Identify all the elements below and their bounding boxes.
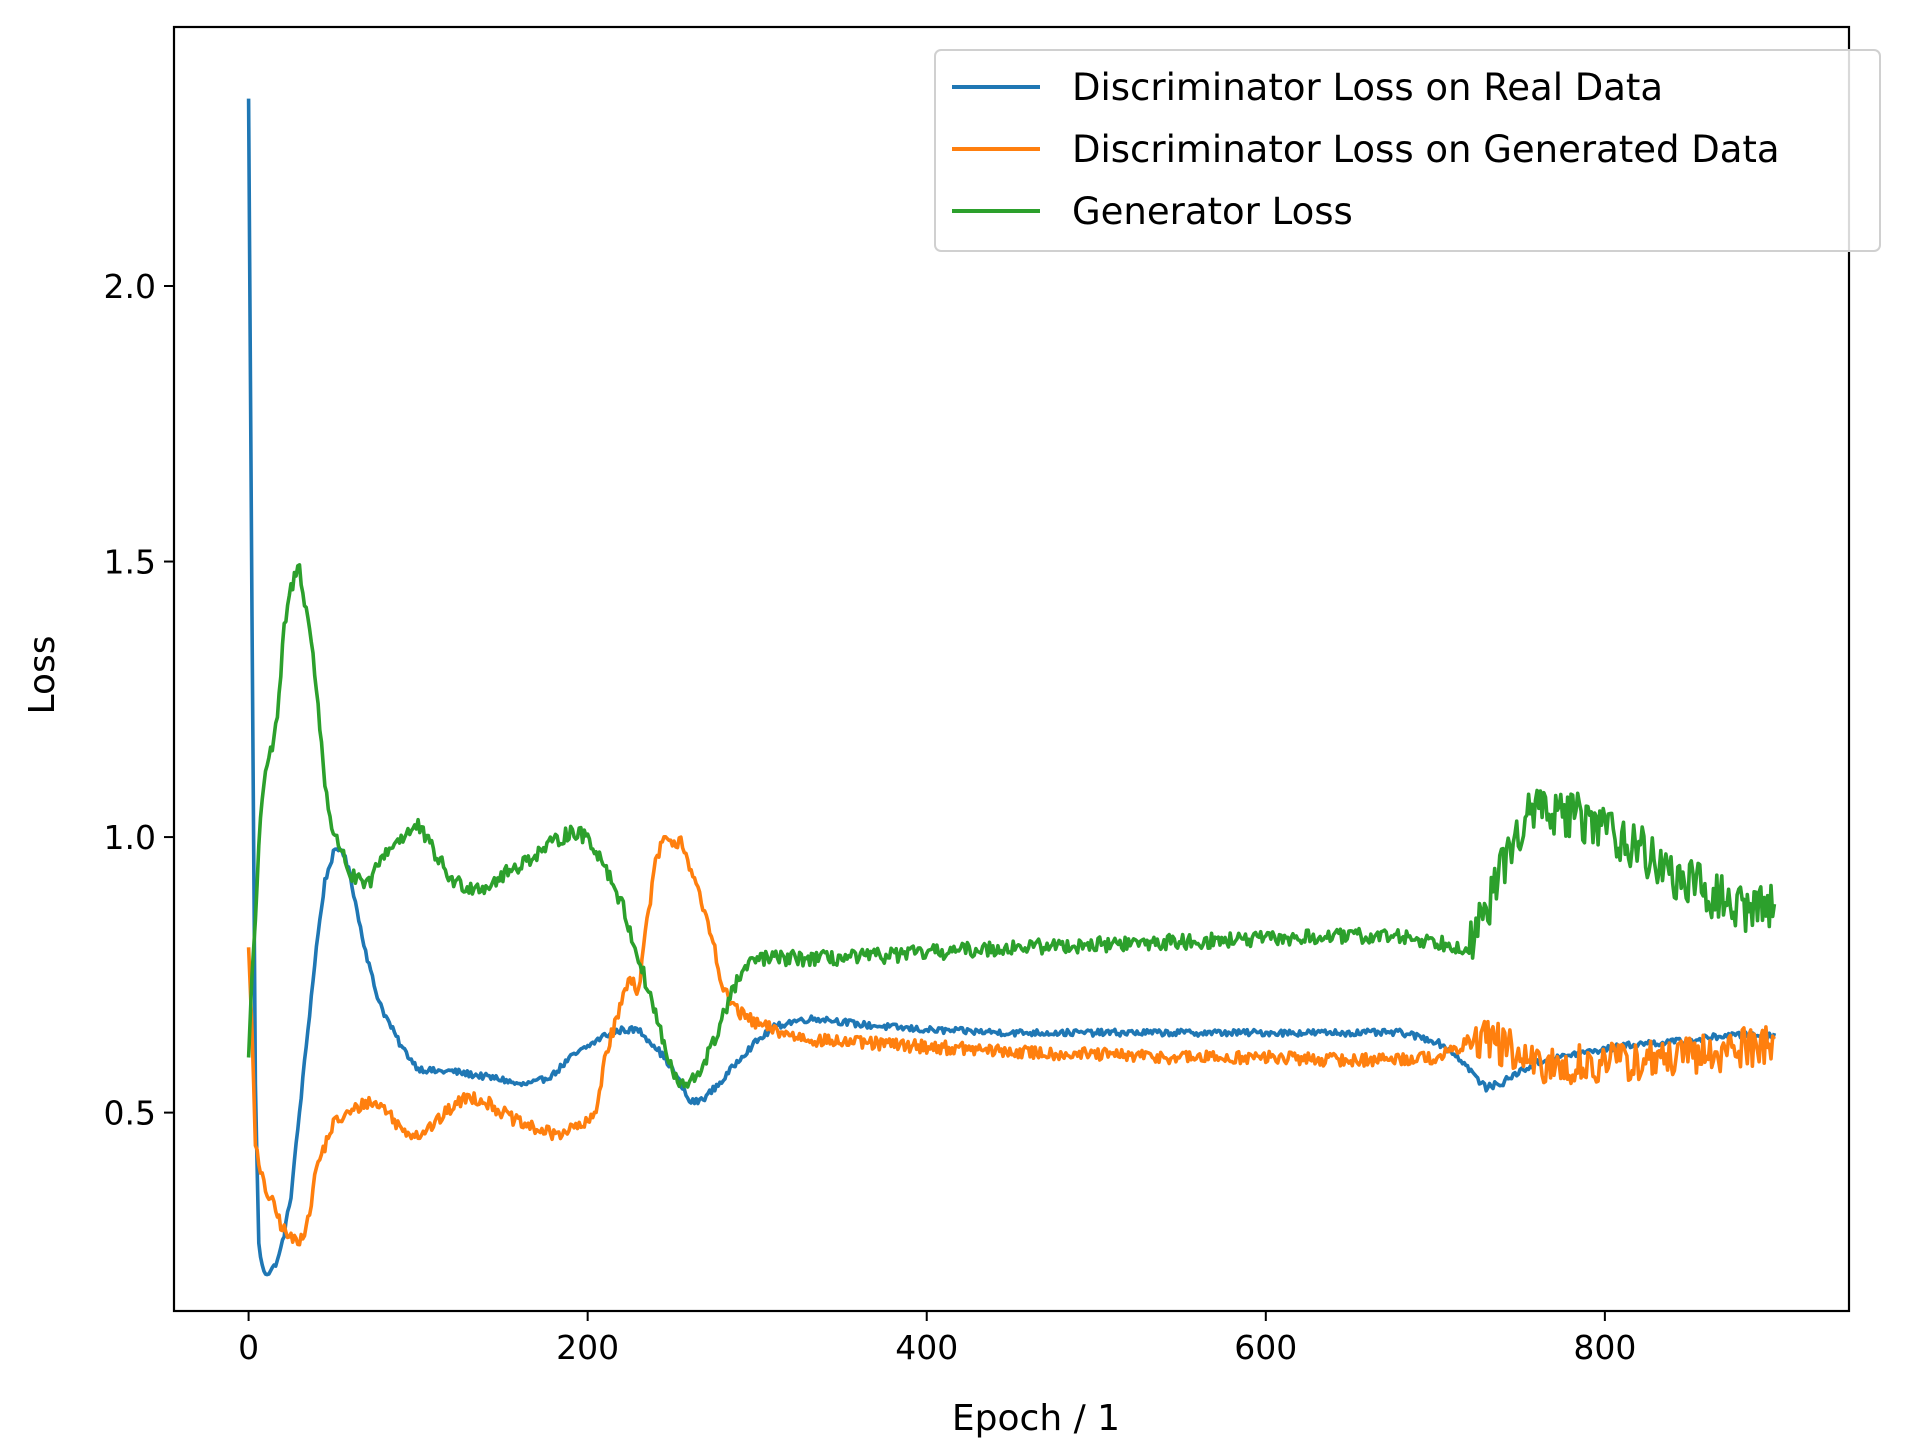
x-axis-ticks: 0 200 400 600 800 (238, 1311, 1636, 1367)
x-tick-label: 600 (1234, 1328, 1297, 1367)
series-line (246, 98, 1777, 1277)
legend-label: Discriminator Loss on Generated Data (1072, 128, 1780, 171)
x-tick-label: 200 (556, 1328, 619, 1367)
series-line (246, 835, 1776, 1247)
y-axis-ticks: 0.5 1.0 1.5 2.0 (104, 267, 174, 1133)
y-tick-label: 2.0 (104, 267, 156, 306)
y-tick-label: 0.5 (104, 1094, 156, 1133)
x-tick-label: 800 (1573, 1328, 1636, 1367)
legend-label: Generator Loss (1072, 190, 1353, 233)
legend-label: Discriminator Loss on Real Data (1072, 66, 1663, 109)
y-tick-label: 1.0 (104, 818, 156, 857)
x-axis-label: Epoch / 1 (952, 1398, 1120, 1439)
x-tick-label: 0 (238, 1328, 259, 1367)
x-tick-label: 400 (895, 1328, 958, 1367)
legend-box (934, 49, 1881, 252)
series-layer (246, 98, 1777, 1277)
legend: Discriminator Loss on Real Data Discrimin… (934, 49, 1881, 252)
y-tick-label: 1.5 (104, 543, 156, 582)
plot-frame (172, 25, 1851, 1313)
series-line (246, 563, 1777, 1089)
y-axis-label: Loss (22, 636, 63, 715)
